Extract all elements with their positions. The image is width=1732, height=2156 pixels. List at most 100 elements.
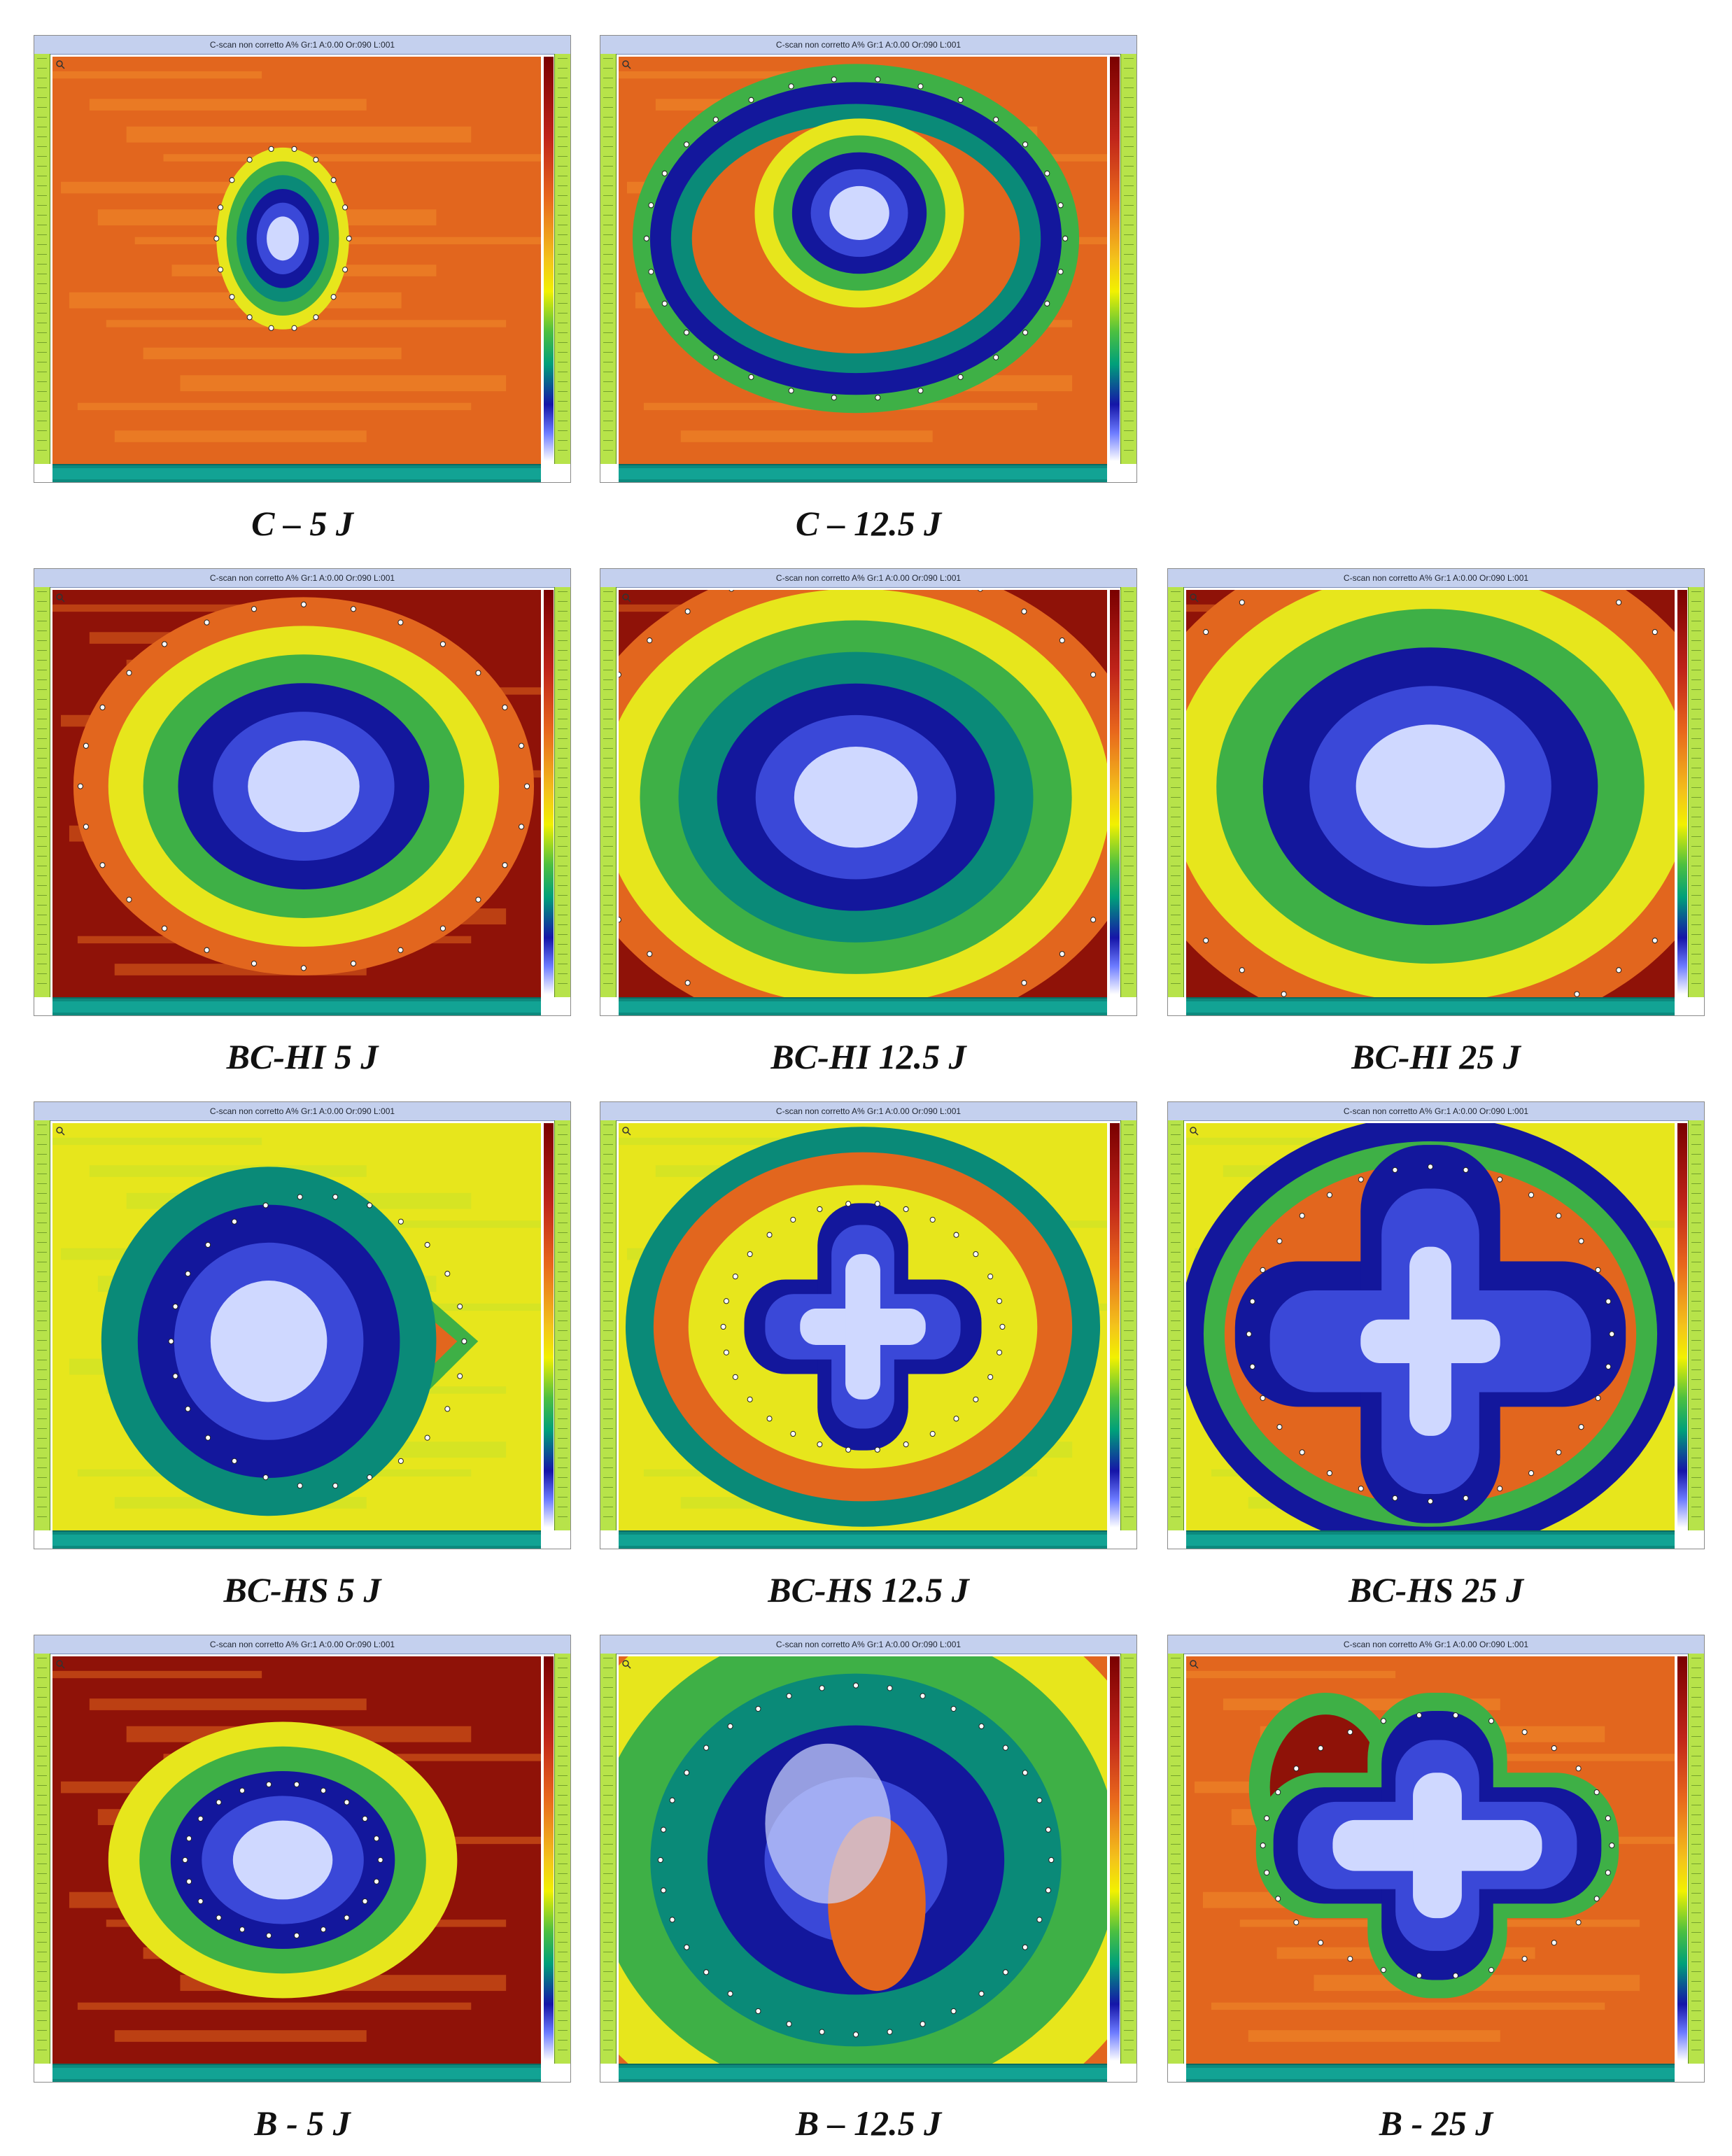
left-ruler[interactable] bbox=[34, 54, 50, 464]
scrollbar-thumb[interactable] bbox=[52, 1535, 541, 1546]
boundary-marker bbox=[755, 1705, 761, 1712]
scrollbar-thumb[interactable] bbox=[619, 2068, 1107, 2079]
right-ruler[interactable] bbox=[1688, 1120, 1704, 1530]
boundary-marker bbox=[218, 204, 224, 211]
boundary-marker bbox=[887, 2029, 893, 2035]
scrollbar-thumb[interactable] bbox=[52, 468, 541, 479]
horizontal-scrollbar[interactable] bbox=[52, 2064, 541, 2082]
boundary-marker bbox=[728, 590, 734, 592]
horizontal-scrollbar[interactable] bbox=[1186, 997, 1675, 1015]
color-scale-bar bbox=[544, 1656, 554, 2061]
horizontal-scrollbar[interactable] bbox=[619, 997, 1107, 1015]
scrollbar-thumb[interactable] bbox=[619, 1001, 1107, 1013]
magnifier-icon[interactable] bbox=[1189, 1126, 1199, 1136]
boundary-marker bbox=[1453, 1712, 1459, 1719]
cscan-image[interactable] bbox=[1186, 1656, 1675, 2064]
right-ruler[interactable] bbox=[554, 1654, 570, 2064]
cscan-image[interactable] bbox=[619, 1656, 1107, 2064]
cscan-image[interactable] bbox=[52, 590, 541, 997]
boundary-marker bbox=[973, 1396, 979, 1403]
scrollbar-thumb[interactable] bbox=[1186, 1535, 1675, 1546]
magnifier-icon[interactable] bbox=[621, 1659, 631, 1669]
magnifier-icon[interactable] bbox=[55, 593, 65, 603]
left-ruler[interactable] bbox=[34, 1654, 50, 2064]
boundary-marker bbox=[229, 177, 235, 183]
boundary-marker bbox=[321, 1787, 327, 1794]
magnifier-icon[interactable] bbox=[621, 59, 631, 69]
horizontal-scrollbar[interactable] bbox=[52, 1530, 541, 1549]
boundary-marker bbox=[1239, 967, 1245, 973]
cscan-image[interactable] bbox=[1186, 1123, 1675, 1530]
magnifier-icon[interactable] bbox=[55, 59, 65, 69]
cscan-image[interactable] bbox=[619, 590, 1107, 997]
boundary-marker bbox=[502, 704, 508, 711]
right-ruler[interactable] bbox=[1120, 54, 1136, 464]
boundary-marker bbox=[362, 1815, 368, 1822]
boundary-marker bbox=[978, 1723, 985, 1730]
right-ruler[interactable] bbox=[554, 587, 570, 997]
boundary-marker bbox=[831, 395, 837, 401]
boundary-marker bbox=[748, 374, 754, 380]
scrollbar-thumb[interactable] bbox=[619, 468, 1107, 479]
right-ruler[interactable] bbox=[554, 1120, 570, 1530]
left-ruler[interactable] bbox=[600, 1120, 617, 1530]
left-ruler[interactable] bbox=[1168, 587, 1184, 997]
left-ruler[interactable] bbox=[600, 587, 617, 997]
horizontal-scrollbar[interactable] bbox=[52, 997, 541, 1015]
boundary-marker bbox=[647, 637, 653, 644]
boundary-marker bbox=[251, 606, 257, 612]
right-ruler[interactable] bbox=[1688, 1654, 1704, 2064]
left-ruler[interactable] bbox=[600, 1654, 617, 2064]
boundary-marker bbox=[874, 1446, 880, 1453]
magnifier-icon[interactable] bbox=[1189, 593, 1199, 603]
horizontal-scrollbar[interactable] bbox=[1186, 1530, 1675, 1549]
boundary-marker bbox=[790, 1430, 796, 1437]
right-ruler[interactable] bbox=[554, 54, 570, 464]
boundary-marker bbox=[957, 97, 964, 103]
left-ruler[interactable] bbox=[34, 1120, 50, 1530]
scrollbar-thumb[interactable] bbox=[52, 1001, 541, 1013]
magnifier-icon[interactable] bbox=[55, 1659, 65, 1669]
boundary-marker bbox=[344, 1799, 350, 1805]
cscan-image[interactable] bbox=[1186, 590, 1675, 997]
horizontal-scrollbar[interactable] bbox=[619, 1530, 1107, 1549]
boundary-marker bbox=[1392, 1495, 1398, 1501]
cscan-image[interactable] bbox=[619, 57, 1107, 464]
boundary-marker bbox=[1045, 1887, 1051, 1894]
magnifier-icon[interactable] bbox=[621, 1126, 631, 1136]
boundary-marker bbox=[168, 1338, 174, 1344]
left-ruler[interactable] bbox=[1168, 1120, 1184, 1530]
boundary-marker bbox=[1036, 1797, 1043, 1803]
boundary-marker bbox=[831, 76, 837, 83]
scan-svg bbox=[52, 1656, 541, 2064]
boundary-marker bbox=[1575, 1766, 1582, 1772]
magnifier-icon[interactable] bbox=[1189, 1659, 1199, 1669]
panel-title-bar: C-scan non corretto A% Gr:1 A:0.00 Or:09… bbox=[600, 569, 1136, 588]
boundary-marker bbox=[475, 896, 481, 903]
right-ruler[interactable] bbox=[1120, 1120, 1136, 1530]
cscan-image[interactable] bbox=[619, 1123, 1107, 1530]
cscan-image[interactable] bbox=[52, 1123, 541, 1530]
scrollbar-thumb[interactable] bbox=[52, 2068, 541, 2079]
magnifier-icon[interactable] bbox=[55, 1126, 65, 1136]
scrollbar-thumb[interactable] bbox=[1186, 1001, 1675, 1013]
horizontal-scrollbar[interactable] bbox=[619, 464, 1107, 482]
right-ruler[interactable] bbox=[1688, 587, 1704, 997]
right-ruler[interactable] bbox=[1120, 1654, 1136, 2064]
horizontal-scrollbar[interactable] bbox=[619, 2064, 1107, 2082]
scan-stripe bbox=[126, 126, 472, 143]
horizontal-scrollbar[interactable] bbox=[1186, 2064, 1675, 2082]
boundary-marker bbox=[300, 601, 307, 607]
right-ruler[interactable] bbox=[1120, 587, 1136, 997]
left-ruler[interactable] bbox=[600, 54, 617, 464]
cscan-image[interactable] bbox=[52, 1656, 541, 2064]
scrollbar-thumb[interactable] bbox=[1186, 2068, 1675, 2079]
boundary-marker bbox=[262, 1202, 269, 1209]
magnifier-icon[interactable] bbox=[621, 593, 631, 603]
scrollbar-thumb[interactable] bbox=[619, 1535, 1107, 1546]
left-ruler[interactable] bbox=[1168, 1654, 1184, 2064]
horizontal-scrollbar[interactable] bbox=[52, 464, 541, 482]
left-ruler[interactable] bbox=[34, 587, 50, 997]
cscan-image[interactable] bbox=[52, 57, 541, 464]
boundary-marker bbox=[661, 300, 668, 307]
